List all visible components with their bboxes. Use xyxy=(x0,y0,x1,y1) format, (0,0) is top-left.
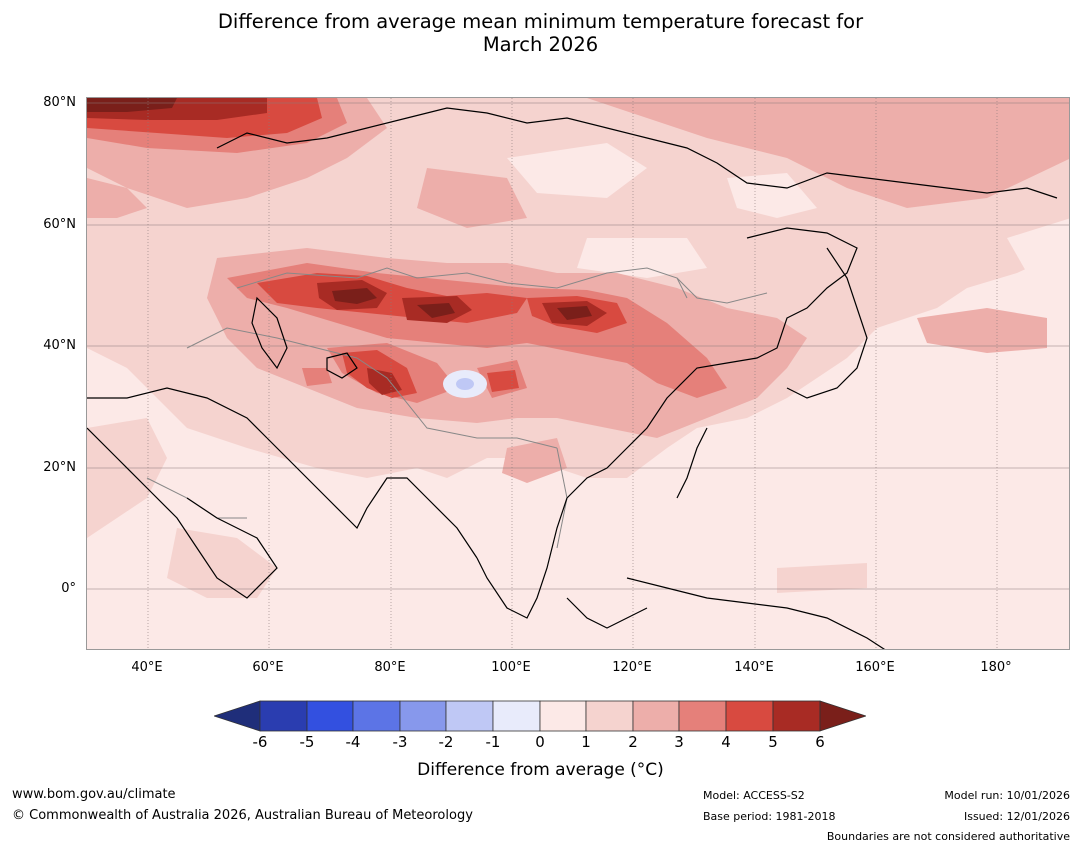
lon-label-160e: 160°E xyxy=(855,660,895,675)
gridlines xyxy=(87,98,1069,649)
colorbar-tick-4: 4 xyxy=(721,733,731,751)
colorbar-seg-m2-m1 xyxy=(445,700,494,732)
colorbar-tick-3: 3 xyxy=(674,733,684,751)
colorbar-arrow-low xyxy=(212,700,261,732)
model-run-text: Model run: 10/01/2026 xyxy=(944,789,1070,802)
colorbar-seg-0-1 xyxy=(539,700,587,732)
lon-label-100e: 100°E xyxy=(491,660,531,675)
colorbar-seg-m4-m3 xyxy=(352,700,401,732)
forecast-map[interactable] xyxy=(86,97,1070,650)
anomaly-above-6 xyxy=(87,98,592,320)
lon-label-140e: 140°E xyxy=(734,660,774,675)
colorbar-tick-m3: -3 xyxy=(392,733,408,751)
colorbar-tick-m5: -5 xyxy=(299,733,315,751)
colorbar-tick-6: 6 xyxy=(815,733,825,751)
lat-label-20n: 20°N xyxy=(43,460,76,475)
website-link[interactable]: www.bom.gov.au/climate xyxy=(12,787,176,802)
lat-label-0: 0° xyxy=(61,581,76,596)
colorbar-seg-3-4 xyxy=(678,700,727,732)
colorbar-tick-m6: -6 xyxy=(252,733,268,751)
colorbar-seg-4-5 xyxy=(725,700,774,732)
colorbar-tick-m2: -2 xyxy=(438,733,454,751)
title-line-2: March 2026 xyxy=(482,33,599,56)
colorbar-label: Difference from average (°C) xyxy=(417,760,664,780)
cool-spot-inner xyxy=(456,378,474,390)
colorbar-tick-5: 5 xyxy=(768,733,778,751)
colorbar-seg-m1-0 xyxy=(492,700,541,732)
disclaimer-text: Boundaries are not considered authoritat… xyxy=(826,830,1070,843)
colorbar-tick-1: 1 xyxy=(581,733,591,751)
lat-label-40n: 40°N xyxy=(43,338,76,353)
anomaly-cool-spot xyxy=(443,370,487,398)
colorbar xyxy=(212,700,868,732)
lon-label-120e: 120°E xyxy=(612,660,652,675)
issued-text: Issued: 12/01/2026 xyxy=(963,810,1070,823)
colorbar-tick-m1: -1 xyxy=(485,733,501,751)
copyright-text: © Commonwealth of Australia 2026, Austra… xyxy=(12,808,473,823)
lat-label-80n: 80°N xyxy=(43,95,76,110)
colorbar-seg-5-6 xyxy=(772,700,821,732)
colorbar-tick-m4: -4 xyxy=(345,733,361,751)
map-canvas xyxy=(87,98,1069,649)
map-title: Difference from average mean minimum tem… xyxy=(0,10,1081,56)
colorbar-seg-2-3 xyxy=(632,700,680,732)
model-text: Model: ACCESS-S2 xyxy=(703,789,805,802)
title-line-1: Difference from average mean minimum tem… xyxy=(217,10,864,33)
base-period-text: Base period: 1981-2018 xyxy=(703,810,836,823)
lon-label-60e: 60°E xyxy=(252,660,284,675)
colorbar-seg-m3-m2 xyxy=(399,700,447,732)
colorbar-tick-2: 2 xyxy=(628,733,638,751)
colorbar-seg-1-2 xyxy=(585,700,634,732)
colorbar-svg xyxy=(212,700,868,732)
colorbar-seg-m6-m5 xyxy=(259,700,308,732)
lon-label-80e: 80°E xyxy=(374,660,406,675)
anomaly-0-1-north xyxy=(507,143,1069,278)
country-borders xyxy=(146,267,768,549)
colorbar-seg-m5-m4 xyxy=(306,700,354,732)
lon-label-180: 180° xyxy=(980,660,1012,675)
colorbar-tick-0: 0 xyxy=(535,733,545,751)
lat-label-60n: 60°N xyxy=(43,217,76,232)
lon-label-40e: 40°E xyxy=(131,660,163,675)
coastlines xyxy=(87,107,1058,649)
colorbar-arrow-high xyxy=(819,700,868,732)
